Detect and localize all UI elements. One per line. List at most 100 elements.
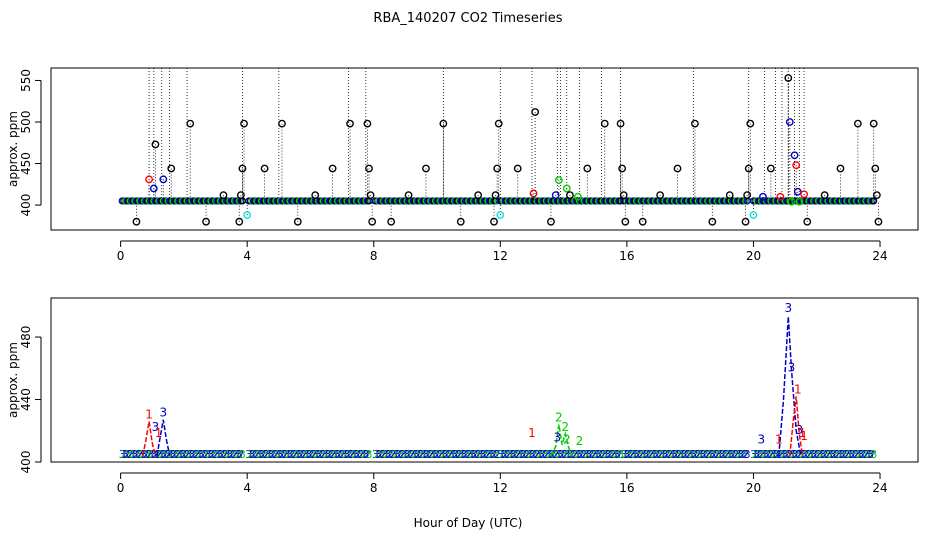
baseline-label: 3: [509, 448, 516, 461]
baseline-label: 2: [212, 448, 219, 461]
baseline-label: 3: [563, 448, 570, 461]
baseline-label: 2: [269, 448, 276, 461]
baseline-label: 2: [672, 448, 679, 461]
baseline-label: 3: [169, 448, 176, 461]
baseline-label: 2: [543, 448, 550, 461]
x-tick-label: 8: [370, 481, 378, 495]
baseline-label: 2: [418, 448, 425, 461]
baseline-label: 2: [647, 448, 654, 461]
baseline-label: 3: [356, 448, 363, 461]
point-label: 1: [775, 432, 783, 446]
baseline-label: 3: [782, 448, 789, 461]
baseline-label: 3: [147, 448, 154, 461]
baseline-label: 3: [677, 448, 684, 461]
baseline-label: 2: [606, 448, 613, 461]
data-point: [387, 217, 396, 226]
baseline-label: 2: [430, 448, 437, 461]
data-point: [787, 197, 796, 206]
baseline-label: 3: [432, 448, 439, 461]
baseline-label: 3: [473, 448, 480, 461]
baseline-label: 2: [348, 448, 355, 461]
x-tick-label: 12: [493, 249, 508, 263]
y-tick-label: 550: [19, 69, 33, 92]
baseline-label: 3: [492, 448, 499, 461]
baseline-label: 2: [698, 448, 705, 461]
baseline-label: 3: [375, 448, 382, 461]
baseline-label: 2: [168, 448, 175, 461]
baseline-label: 3: [829, 448, 836, 461]
data-point: [784, 74, 793, 82]
data-point: [219, 191, 228, 200]
baseline-label: 3: [750, 448, 757, 461]
baseline-label: 2: [297, 448, 304, 461]
baseline-label: 2: [603, 448, 610, 461]
baseline-label: 2: [174, 448, 181, 461]
baseline-label: 3: [422, 448, 429, 461]
baseline-label: 2: [517, 448, 524, 461]
baseline-label: 3: [201, 448, 208, 461]
baseline-label: 2: [304, 448, 311, 461]
x-tick-label: 4: [243, 249, 251, 263]
baseline-label: 2: [793, 448, 800, 461]
baseline-label: 3: [318, 448, 325, 461]
baseline-label: 2: [666, 448, 673, 461]
data-point: [366, 191, 375, 200]
baseline-label: 3: [791, 448, 798, 461]
baseline-label: 2: [165, 448, 172, 461]
baseline-label: 3: [280, 448, 287, 461]
baseline-label: 2: [332, 448, 339, 461]
baseline-label: 2: [234, 448, 241, 461]
data-point: [800, 190, 808, 199]
point-label: 3: [152, 420, 160, 434]
bottom-plot-frame: [50, 297, 919, 463]
baseline-label: 2: [612, 448, 619, 461]
data-point: [673, 164, 682, 173]
baseline-label: 3: [172, 448, 179, 461]
baseline-label: 3: [753, 448, 760, 461]
baseline-label: 3: [299, 448, 306, 461]
data-point: [243, 211, 252, 219]
baseline-label: 2: [590, 448, 597, 461]
baseline-label: 2: [581, 448, 588, 461]
baseline-label: 3: [378, 448, 385, 461]
baseline-label: 3: [737, 448, 744, 461]
baseline-label: 2: [758, 448, 765, 461]
baseline-label: 3: [718, 448, 725, 461]
baseline-label: 3: [870, 448, 877, 461]
data-point: [749, 211, 758, 219]
data-point: [278, 119, 286, 128]
baseline-label: 2: [155, 448, 162, 461]
data-point: [491, 191, 500, 200]
baseline-label: 3: [671, 448, 678, 461]
data-point: [638, 217, 647, 226]
data-point: [439, 119, 448, 128]
baseline-label: 3: [652, 448, 659, 461]
baseline-label: 3: [125, 448, 132, 461]
data-point: [656, 191, 665, 200]
baseline-label: 2: [685, 448, 692, 461]
baseline-label: 2: [859, 448, 866, 461]
baseline-label: 3: [522, 448, 529, 461]
baseline-label: 2: [827, 448, 834, 461]
baseline-label: 3: [642, 448, 649, 461]
data-point: [766, 164, 775, 173]
bottom-series-lines: [142, 316, 804, 457]
point-label: 1: [800, 429, 808, 443]
baseline-label: 2: [688, 448, 695, 461]
baseline-label: 3: [362, 448, 369, 461]
baseline-label: 2: [187, 448, 194, 461]
baseline-label: 2: [130, 448, 137, 461]
baseline-label: 3: [823, 448, 830, 461]
baseline-label: 2: [634, 448, 641, 461]
data-point: [792, 161, 801, 170]
baseline-label: 3: [506, 448, 513, 461]
baseline-label: 2: [498, 448, 505, 461]
x-tick-label: 4: [243, 481, 251, 495]
baseline-label: 2: [399, 448, 406, 461]
baseline-label: 2: [158, 448, 165, 461]
x-axis-label: Hour of Day (UTC): [414, 516, 523, 530]
baseline-label: 3: [826, 448, 833, 461]
baseline-label: 2: [228, 448, 235, 461]
baseline-label: 2: [468, 448, 475, 461]
